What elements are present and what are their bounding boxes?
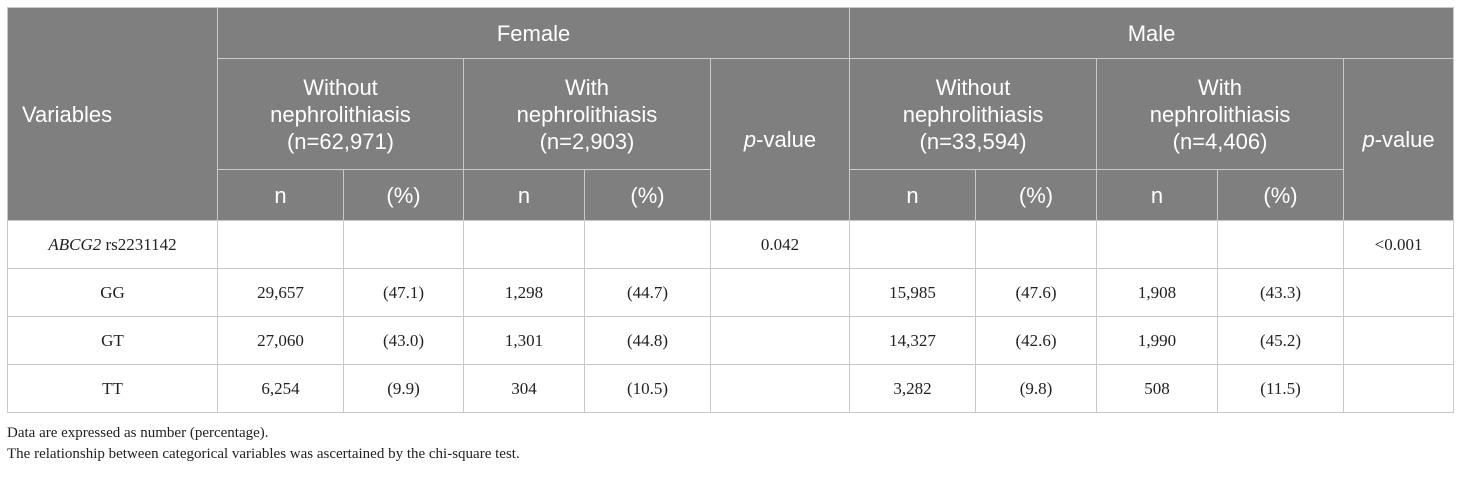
p-value-cell xyxy=(1343,268,1455,317)
cell xyxy=(217,220,344,269)
male-p-value-header: p-value xyxy=(1343,58,1455,221)
cell: (47.1) xyxy=(343,268,464,317)
table-footnotes: Data are expressed as number (percentage… xyxy=(7,423,520,465)
female-with-header: With nephrolithiasis (n=2,903) xyxy=(463,58,711,170)
cell: (44.7) xyxy=(584,268,711,317)
cell xyxy=(343,220,464,269)
table-row: GG 29,657 (47.1) 1,298 (44.7) 15,985 (47… xyxy=(7,268,1455,317)
pct-header: (%) xyxy=(975,169,1098,221)
p-value-cell xyxy=(709,364,851,413)
cell: (42.6) xyxy=(975,316,1098,365)
table-row: ABCG2 rs2231142 0.042 <0.001 xyxy=(7,220,1455,269)
cell: (45.2) xyxy=(1217,316,1345,365)
cell: (9.9) xyxy=(343,364,464,413)
cell: 3,282 xyxy=(849,364,977,413)
n-header: n xyxy=(463,169,585,221)
p-value-cell xyxy=(1343,316,1455,365)
n-header: n xyxy=(1096,169,1219,221)
p-value-cell: 0.042 xyxy=(709,220,851,269)
footnote: Data are expressed as number (percentage… xyxy=(7,425,269,441)
cell: 29,657 xyxy=(217,268,344,317)
cell: (44.8) xyxy=(584,316,711,365)
n-header: n xyxy=(849,169,977,221)
male-without-count: (n=33,594) xyxy=(919,128,1027,154)
cell: 1,908 xyxy=(1096,268,1219,317)
p-value-cell xyxy=(709,316,851,365)
variables-header: Variables xyxy=(7,7,218,221)
cell: 1,298 xyxy=(463,268,585,317)
variable-cell: ABCG2 rs2231142 xyxy=(7,220,218,269)
cell xyxy=(1096,220,1219,269)
cell: 27,060 xyxy=(217,316,344,365)
p-value-cell xyxy=(709,268,851,317)
genotype-table: Variables Female Male Without nephrolith… xyxy=(7,7,1455,413)
cell: (11.5) xyxy=(1217,364,1345,413)
cell xyxy=(849,220,977,269)
variable-cell: GG xyxy=(7,268,218,317)
variable-cell: TT xyxy=(7,364,218,413)
male-without-header: Without nephrolithiasis (n=33,594) xyxy=(849,58,1098,170)
cell xyxy=(463,220,585,269)
footnote: The relationship between categorical var… xyxy=(7,446,520,462)
p-value-cell: <0.001 xyxy=(1343,220,1455,269)
cell: 6,254 xyxy=(217,364,344,413)
cell: 508 xyxy=(1096,364,1219,413)
cell: (9.8) xyxy=(975,364,1098,413)
male-with-header: With nephrolithiasis (n=4,406) xyxy=(1096,58,1345,170)
female-header: Female xyxy=(216,7,851,59)
cell xyxy=(1217,220,1345,269)
cell: (47.6) xyxy=(975,268,1098,317)
female-without-count: (n=62,971) xyxy=(286,128,395,154)
cell xyxy=(975,220,1098,269)
male-with-count: (n=4,406) xyxy=(1172,128,1268,154)
n-header: n xyxy=(217,169,344,221)
cell: 15,985 xyxy=(849,268,977,317)
p-value-cell xyxy=(1343,364,1455,413)
cell: 1,301 xyxy=(463,316,585,365)
male-header: Male xyxy=(849,7,1455,59)
female-without-header: Without nephrolithiasis (n=62,971) xyxy=(217,58,464,170)
cell: (43.0) xyxy=(343,316,464,365)
pct-header: (%) xyxy=(584,169,711,221)
table-row: GT 27,060 (43.0) 1,301 (44.8) 14,327 (42… xyxy=(7,316,1455,365)
female-with-count: (n=2,903) xyxy=(539,128,635,154)
cell: 304 xyxy=(463,364,585,413)
cell: 14,327 xyxy=(849,316,977,365)
variable-cell: GT xyxy=(7,316,218,365)
cell: (10.5) xyxy=(584,364,711,413)
cell: (43.3) xyxy=(1217,268,1345,317)
table-row: TT 6,254 (9.9) 304 (10.5) 3,282 (9.8) 50… xyxy=(7,364,1455,413)
cell xyxy=(584,220,711,269)
pct-header: (%) xyxy=(343,169,464,221)
pct-header: (%) xyxy=(1217,169,1345,221)
cell: 1,990 xyxy=(1096,316,1219,365)
female-p-value-header: p-value xyxy=(709,58,851,221)
